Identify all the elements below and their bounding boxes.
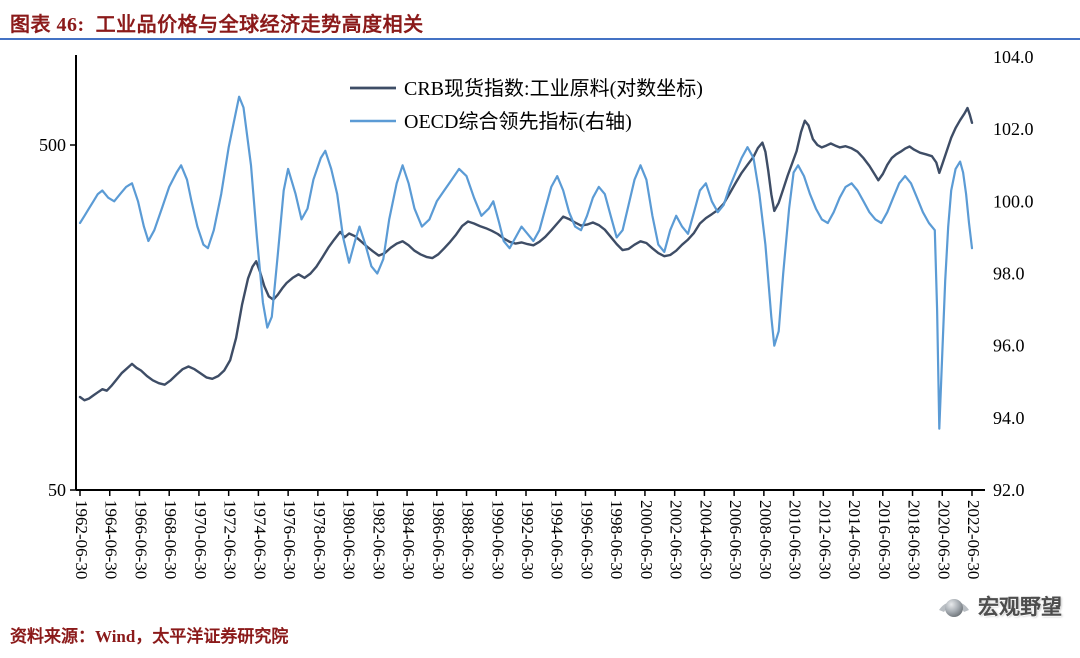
x-tick-label: 1968-06-30 bbox=[161, 500, 180, 579]
x-tick-label: 1974-06-30 bbox=[250, 500, 269, 579]
x-tick-label: 1980-06-30 bbox=[340, 500, 359, 579]
x-tick-label: 1986-06-30 bbox=[429, 500, 448, 579]
right-axis-tick-label: 92.0 bbox=[993, 480, 1025, 500]
legend-item-label: OECD综合领先指标(右轴) bbox=[404, 110, 632, 133]
source-note: 资料来源：Wind，太平洋证券研究院 bbox=[10, 627, 289, 646]
x-tick-label: 2008-06-30 bbox=[756, 500, 775, 579]
x-tick-label: 2002-06-30 bbox=[667, 500, 686, 579]
x-tick-label: 2006-06-30 bbox=[726, 500, 745, 579]
series-oecd-line bbox=[78, 95, 974, 430]
right-axis-tick-label: 100.0 bbox=[993, 191, 1034, 211]
x-tick-label: 1990-06-30 bbox=[488, 500, 507, 579]
x-tick-label: 2010-06-30 bbox=[786, 500, 805, 579]
x-tick-label: 1994-06-30 bbox=[548, 500, 567, 579]
right-axis-tick-label: 94.0 bbox=[993, 408, 1025, 428]
x-tick-label: 2016-06-30 bbox=[875, 500, 894, 579]
figure-title: 图表 46: 工业品价格与全球经济走势高度相关 bbox=[10, 14, 424, 36]
x-tick-label: 1988-06-30 bbox=[459, 500, 478, 579]
x-tick-label: 1984-06-30 bbox=[399, 500, 418, 579]
left-axis-tick-label: 500 bbox=[39, 135, 66, 155]
x-tick-label: 1998-06-30 bbox=[607, 500, 626, 579]
x-tick-label: 2004-06-30 bbox=[696, 500, 715, 579]
x-tick-label: 2014-06-30 bbox=[845, 500, 864, 579]
left-axis-tick-label: 50 bbox=[48, 480, 66, 500]
x-tick-label: 2000-06-30 bbox=[637, 500, 656, 579]
x-tick-label: 1982-06-30 bbox=[369, 500, 388, 579]
x-tick-label: 1996-06-30 bbox=[577, 500, 596, 579]
watermark-logo-icon bbox=[939, 599, 969, 617]
x-tick-label: 2018-06-30 bbox=[905, 500, 924, 579]
right-axis-tick-label: 104.0 bbox=[993, 47, 1034, 67]
x-tick-label: 1966-06-30 bbox=[131, 500, 150, 579]
x-tick-label: 1976-06-30 bbox=[280, 500, 299, 579]
watermark: 宏观野望 bbox=[936, 590, 1062, 622]
watermark-text: 宏观野望 bbox=[978, 595, 1062, 619]
x-tick-label: 1964-06-30 bbox=[102, 500, 121, 579]
right-axis-tick-label: 98.0 bbox=[993, 264, 1025, 284]
series-crb-line bbox=[78, 106, 974, 402]
x-tick-label: 2012-06-30 bbox=[815, 500, 834, 579]
header-divider bbox=[0, 38, 1080, 40]
x-tick-label: 1978-06-30 bbox=[310, 500, 329, 579]
legend-item-label: CRB现货指数:工业原料(对数坐标) bbox=[404, 77, 703, 100]
x-tick-label: 2022-06-30 bbox=[964, 500, 983, 579]
right-axis-tick-label: 102.0 bbox=[993, 119, 1034, 139]
x-tick-label: 1970-06-30 bbox=[191, 500, 210, 579]
x-tick-label: 2020-06-30 bbox=[934, 500, 953, 579]
x-tick-label: 1962-06-30 bbox=[72, 500, 91, 579]
x-tick-label: 1992-06-30 bbox=[518, 500, 537, 579]
right-axis-tick-label: 96.0 bbox=[993, 336, 1025, 356]
x-tick-label: 1972-06-30 bbox=[221, 500, 240, 579]
